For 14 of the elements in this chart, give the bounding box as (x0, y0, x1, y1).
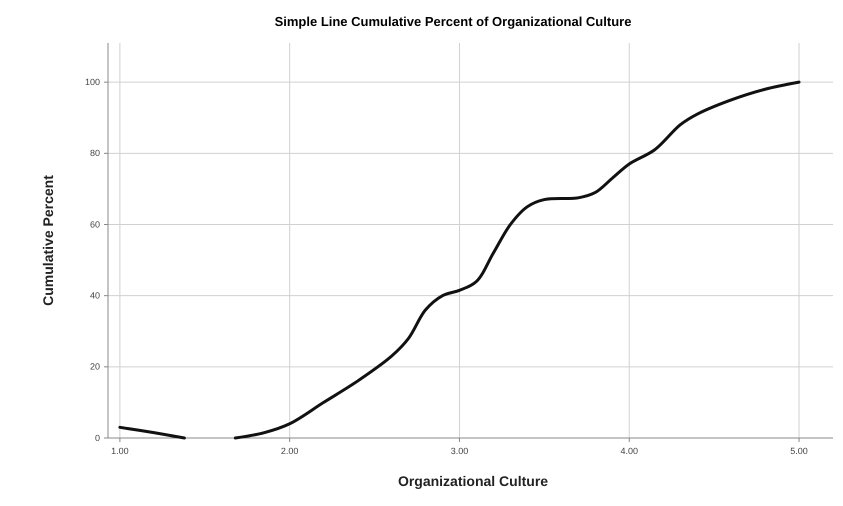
x-tick-label: 1.00 (111, 446, 129, 456)
y-tick-label: 40 (90, 290, 100, 301)
y-tick-label: 0 (94, 432, 100, 443)
y-tick-label: 60 (90, 219, 100, 230)
y-tick-label: 100 (84, 77, 100, 88)
y-tick-label: 80 (90, 148, 100, 158)
y-tick-label: 20 (90, 362, 100, 372)
x-tick-label: 5.00 (790, 446, 808, 456)
x-tick-label: 3.00 (450, 446, 468, 456)
x-tick-label: 2.00 (280, 446, 298, 456)
chart-title: Simple Line Cumulative Percent of Organizational Culture (274, 14, 632, 29)
x-axis-title: Organizational Culture (398, 473, 548, 489)
x-tick-label: 4.00 (620, 446, 638, 456)
y-axis-title: Cumulative Percent (40, 174, 56, 306)
